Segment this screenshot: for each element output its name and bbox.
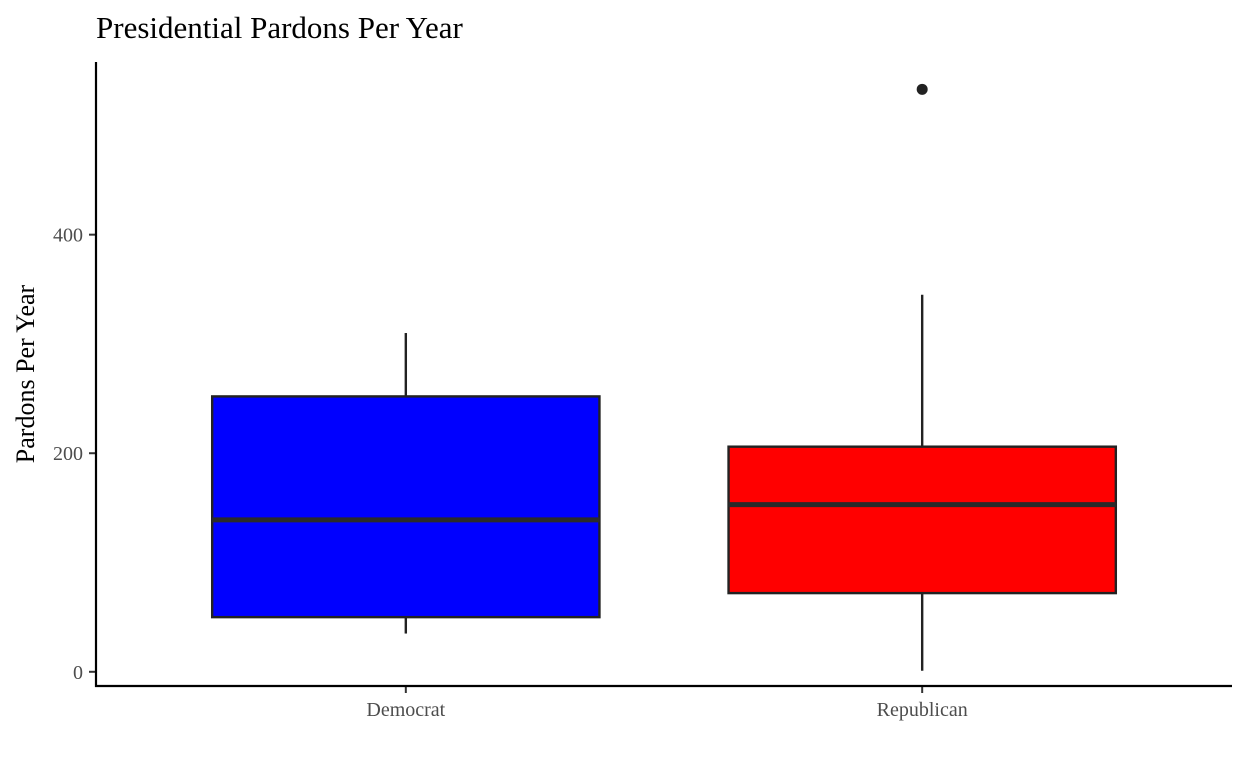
x-axis-ticks: Democrat Republican	[366, 686, 968, 721]
y-tick-label: 400	[53, 225, 83, 247]
outlier-point	[916, 83, 928, 95]
x-tick-label: Democrat	[366, 699, 445, 721]
iqr-box	[210, 395, 601, 619]
iqr-box	[727, 445, 1118, 595]
y-axis-ticks: 0 200 400	[53, 225, 96, 684]
chart-title: Presidential Pardons Per Year	[96, 10, 463, 45]
box-democrat	[210, 333, 601, 634]
box-republican	[727, 83, 1118, 671]
x-tick-label: Republican	[877, 699, 968, 721]
y-tick-label: 200	[53, 443, 83, 465]
plot-area	[210, 83, 1118, 671]
y-axis-label: Pardons Per Year	[11, 284, 40, 463]
y-tick-label: 0	[73, 662, 83, 684]
